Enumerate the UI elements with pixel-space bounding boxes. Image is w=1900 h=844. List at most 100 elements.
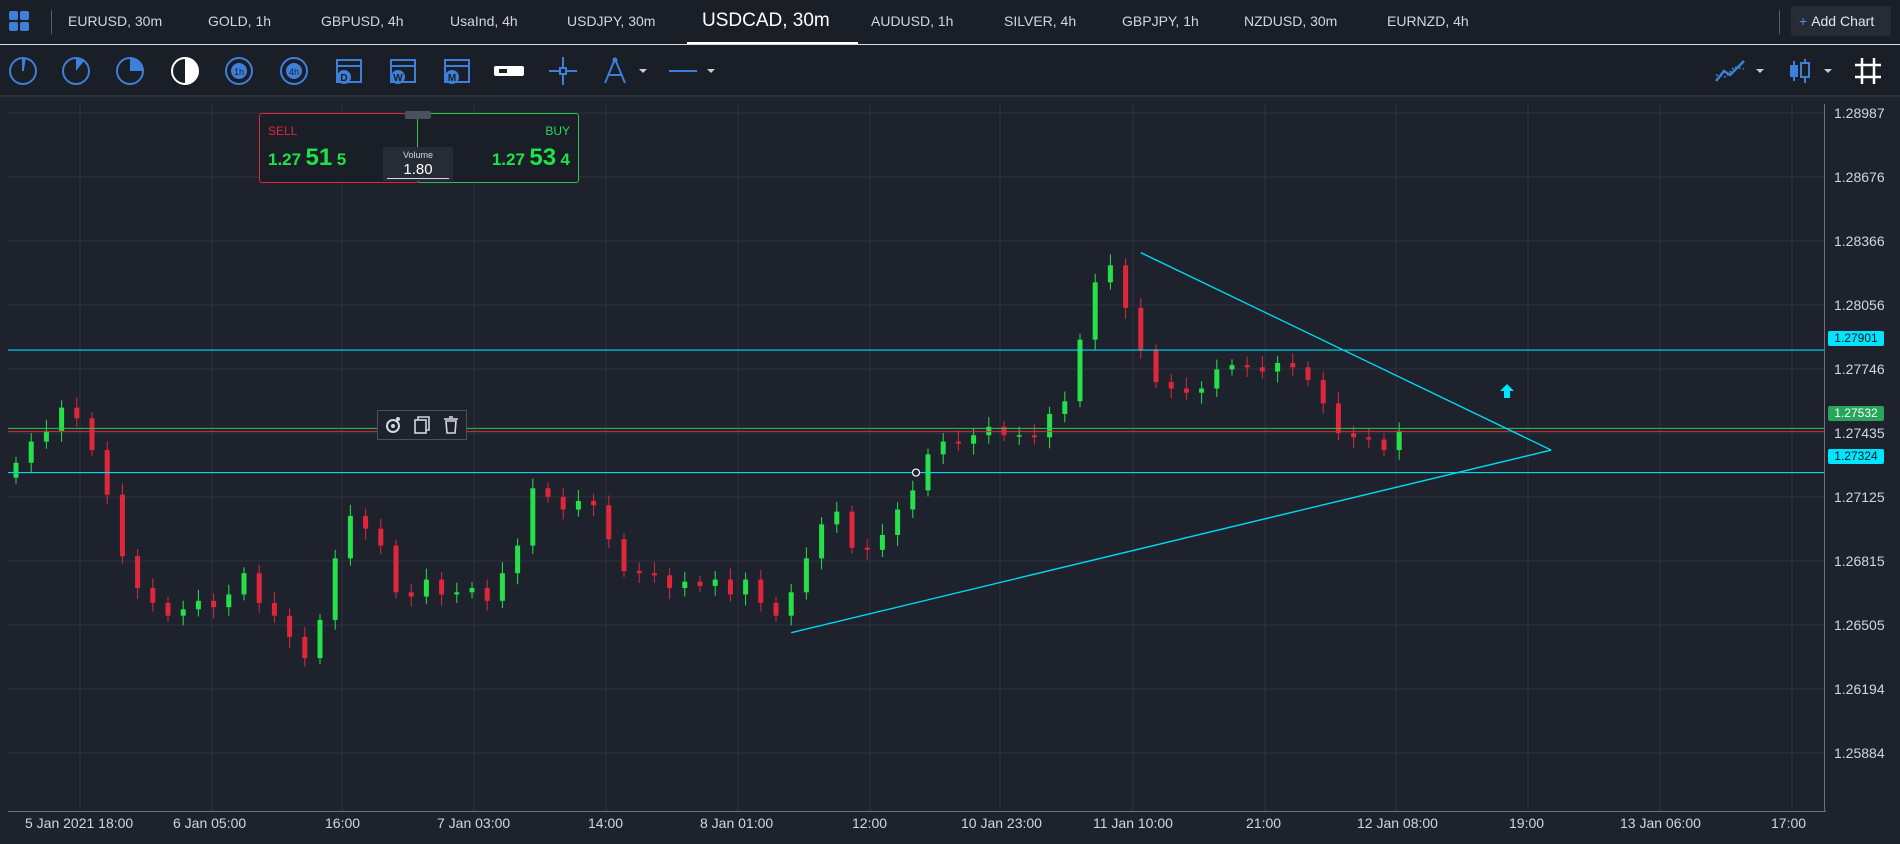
crosshair-icon[interactable]: [547, 55, 579, 87]
candle-body: [819, 524, 825, 559]
tab-gbpusd[interactable]: GBPUSD, 4h: [321, 13, 404, 29]
price-tick: 1.28056: [1834, 297, 1885, 313]
line-handle: [911, 468, 921, 477]
tab-usdcad[interactable]: USDCAD, 30m: [702, 10, 830, 31]
candle-body: [727, 579, 733, 595]
chevron-down-icon[interactable]: [636, 55, 650, 87]
calendar-month-icon[interactable]: M: [441, 55, 473, 87]
candle-body: [1214, 369, 1220, 389]
trendline: [791, 449, 1552, 634]
candle-body: [575, 501, 581, 510]
price-tick: 1.27435: [1834, 425, 1885, 441]
candle-body: [1199, 388, 1205, 393]
timeframe-3-icon[interactable]: [114, 55, 146, 87]
candle-body: [195, 600, 201, 610]
candle-body: [834, 511, 840, 525]
calendar-week-icon[interactable]: W: [387, 55, 419, 87]
price-axis: [1824, 104, 1825, 812]
line-tool-icon[interactable]: [667, 55, 699, 87]
candle-body: [256, 573, 262, 603]
price-tag-resistance[interactable]: 1.27901: [1828, 331, 1884, 346]
price-tick: 1.28366: [1834, 233, 1885, 249]
timeframe-6-icon[interactable]: 4h: [278, 55, 310, 87]
settings-icon[interactable]: [383, 415, 403, 435]
svg-text:M: M: [448, 73, 456, 84]
candle-body: [13, 462, 19, 478]
price-tick: 1.27746: [1834, 361, 1885, 377]
volume-value[interactable]: 1.80: [403, 161, 433, 178]
drawing-tool-icon[interactable]: [599, 55, 631, 87]
chevron-down-icon[interactable]: [1821, 55, 1835, 87]
candle-body: [636, 571, 642, 574]
candle-body: [469, 588, 475, 593]
tab-audusd[interactable]: AUDUSD, 1h: [871, 13, 954, 29]
candle-body: [271, 602, 277, 616]
toggle-icon[interactable]: [493, 55, 525, 87]
timeframe-1-icon[interactable]: [7, 55, 39, 87]
volume-field[interactable]: Volume 1.80: [383, 147, 453, 181]
candle-body: [211, 600, 217, 608]
calendar-day-icon[interactable]: D: [333, 55, 365, 87]
price-tick: 1.28987: [1834, 105, 1885, 121]
chart-area[interactable]: [0, 98, 1900, 844]
candle-body: [773, 602, 779, 616]
candle-body: [241, 573, 247, 595]
tab-nzdusd[interactable]: NZDUSD, 30m: [1244, 13, 1338, 29]
chevron-down-icon[interactable]: [704, 55, 718, 87]
candle-body: [955, 441, 961, 444]
candle-body: [484, 588, 490, 601]
candle-body: [317, 619, 323, 659]
add-chart-button[interactable]: + Add Chart: [1791, 6, 1891, 36]
price-tick: 1.26505: [1834, 617, 1885, 633]
candle-body: [560, 496, 566, 510]
grid-icon[interactable]: [1852, 55, 1884, 87]
candle-body: [1244, 365, 1250, 368]
chevron-down-icon[interactable]: [1753, 55, 1767, 87]
drag-handle[interactable]: [405, 111, 431, 119]
price-tag-support[interactable]: 1.27324: [1828, 449, 1884, 464]
candle-body: [1062, 401, 1068, 414]
candle-body: [1381, 439, 1387, 451]
timeframe-4-icon[interactable]: [169, 55, 201, 87]
tab-usdjpy[interactable]: USDJPY, 30m: [567, 13, 656, 29]
delete-icon[interactable]: [441, 415, 461, 435]
candle-body: [1153, 350, 1159, 383]
candle-body: [697, 581, 703, 586]
tab-gold[interactable]: GOLD, 1h: [208, 13, 272, 29]
time-tick: 14:00: [588, 815, 624, 831]
timeframe-2-icon[interactable]: [60, 55, 92, 87]
tab-eurnzd[interactable]: EURNZD, 4h: [1387, 13, 1469, 29]
tab-eurusd[interactable]: EURUSD, 30m: [68, 13, 163, 29]
candle-body: [545, 488, 551, 497]
tab-usaind[interactable]: UsaInd, 4h: [450, 13, 518, 29]
candle-body: [971, 435, 977, 444]
divider: [51, 10, 52, 34]
copy-icon[interactable]: [412, 415, 432, 435]
candle-body: [89, 418, 95, 451]
candle-body: [43, 430, 49, 442]
candle-body: [743, 579, 749, 595]
buy-label: BUY: [545, 124, 570, 138]
candle-body: [28, 441, 34, 463]
sell-button[interactable]: SELL 1.27 51 5: [259, 113, 419, 183]
candle-body: [712, 579, 718, 586]
indicators-icon[interactable]: [1714, 55, 1746, 87]
time-tick: 8 Jan 01:00: [700, 815, 774, 831]
candle-body: [393, 545, 399, 593]
tab-silver[interactable]: SILVER, 4h: [1004, 13, 1077, 29]
time-tick: 16:00: [325, 815, 361, 831]
candle-type-icon[interactable]: [1783, 55, 1815, 87]
candle-body: [1396, 430, 1402, 451]
candle-body: [1259, 367, 1265, 372]
apps-grid-icon[interactable]: [9, 11, 31, 33]
candle-body: [1275, 363, 1281, 372]
up-arrow-icon: [1500, 384, 1514, 398]
candle-body: [803, 558, 809, 593]
candle-body: [454, 592, 460, 595]
time-tick: 19:00: [1509, 815, 1545, 831]
tab-gbpjpy[interactable]: GBPJPY, 1h: [1122, 13, 1199, 29]
candle-body: [1077, 339, 1083, 402]
timeframe-5-icon[interactable]: 1h: [223, 55, 255, 87]
time-tick: 5 Jan 2021 18:00: [25, 815, 134, 831]
